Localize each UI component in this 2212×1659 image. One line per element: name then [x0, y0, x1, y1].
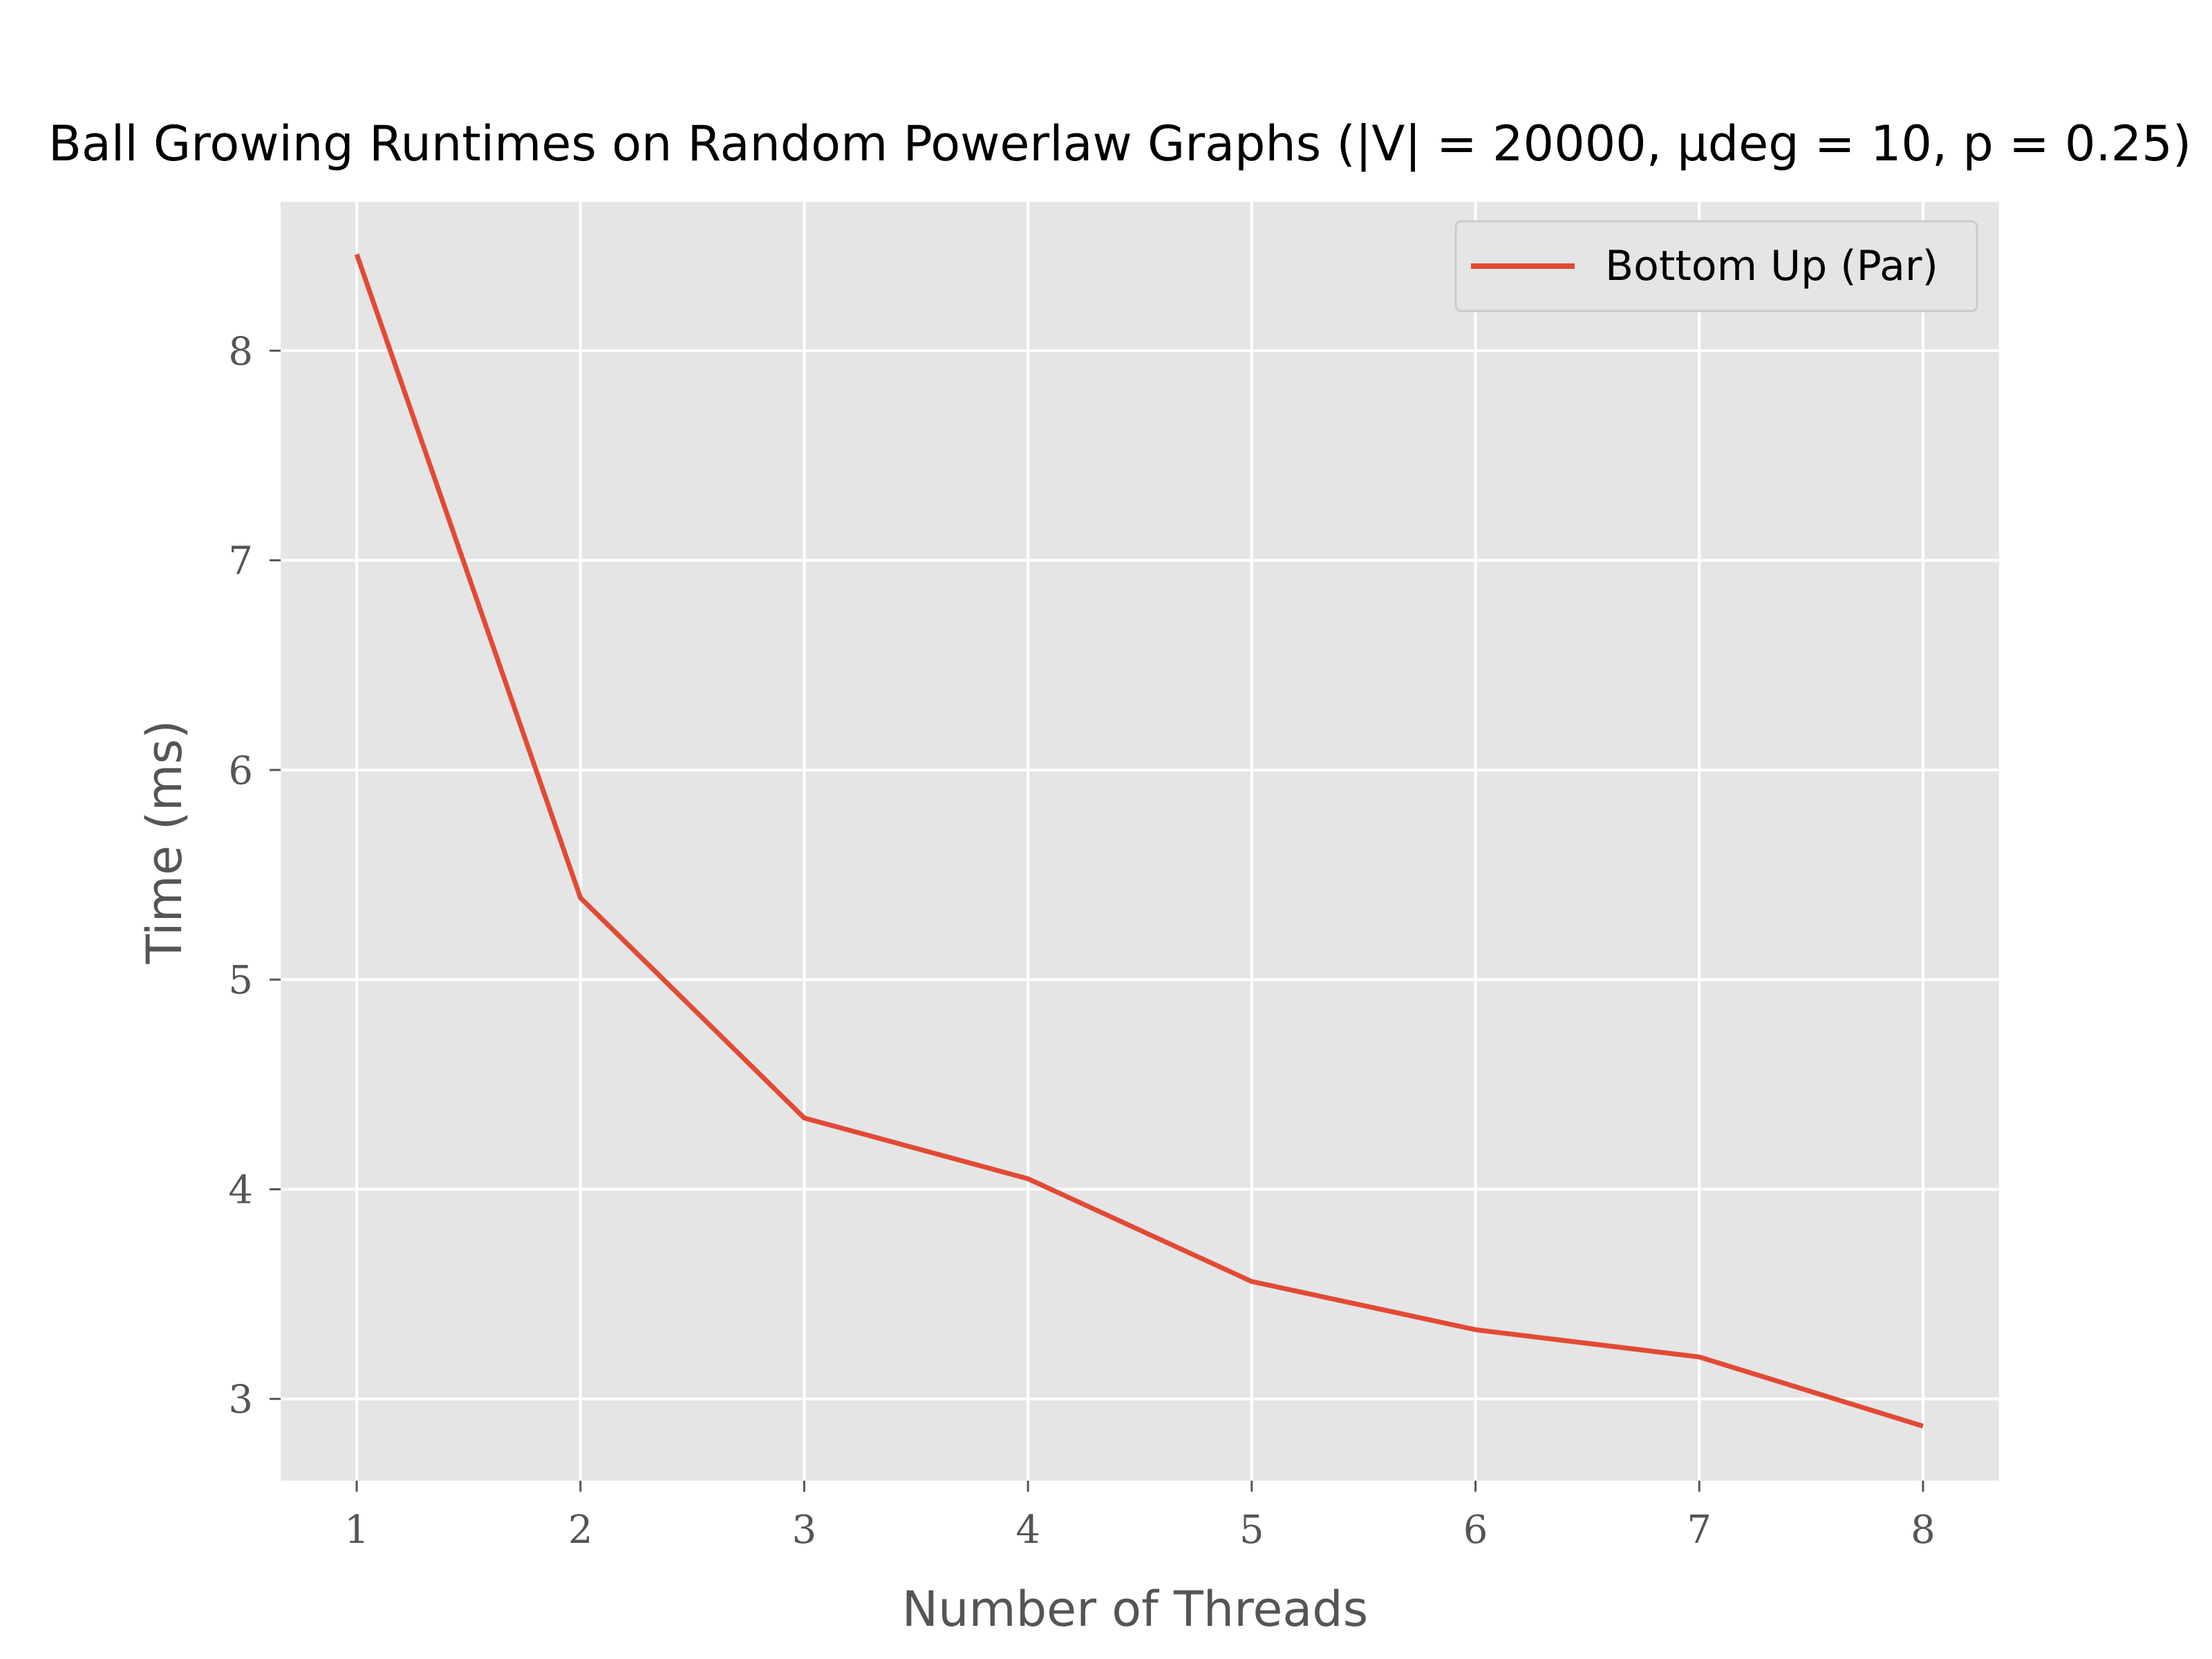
chart-title: Ball Growing Runtimes on Random Powerlaw…	[48, 115, 2191, 172]
legend-label-bottom-up-par: Bottom Up (Par)	[1605, 242, 1938, 290]
x-tick-label: 3	[792, 1508, 817, 1553]
x-tick-label: 4	[1015, 1508, 1040, 1553]
x-tick-label: 8	[1911, 1508, 1936, 1553]
y-axis: 3 4 5 6 7 8	[228, 329, 281, 1423]
plot-area: 1 2 3 4 5 6 7 8 3 4 5 6 7 8	[228, 202, 1999, 1553]
x-tick-label: 6	[1463, 1508, 1488, 1553]
y-tick-label: 6	[228, 749, 253, 794]
legend: Bottom Up (Par)	[1454, 220, 1978, 312]
series-line-bottom-up-par	[354, 253, 1924, 1429]
plot-background	[281, 202, 1999, 1481]
legend-box	[1454, 220, 1978, 312]
y-tick-label: 5	[228, 958, 253, 1003]
y-tick-label: 7	[228, 539, 253, 584]
x-axis-label: Number of Threads	[902, 1581, 1368, 1638]
x-tick-label: 7	[1687, 1508, 1712, 1553]
x-tick-label: 5	[1239, 1508, 1264, 1553]
grid	[281, 202, 1999, 1481]
y-tick-label: 8	[228, 329, 253, 374]
x-tick-label: 2	[568, 1508, 593, 1553]
x-tick-label: 1	[344, 1508, 369, 1553]
y-tick-label: 4	[228, 1168, 253, 1212]
y-tick-label: 3	[228, 1378, 253, 1423]
x-axis: 1 2 3 4 5 6 7 8	[344, 1481, 1936, 1553]
y-axis-label: Time (ms)	[136, 720, 193, 965]
series-layer	[354, 253, 1924, 1429]
